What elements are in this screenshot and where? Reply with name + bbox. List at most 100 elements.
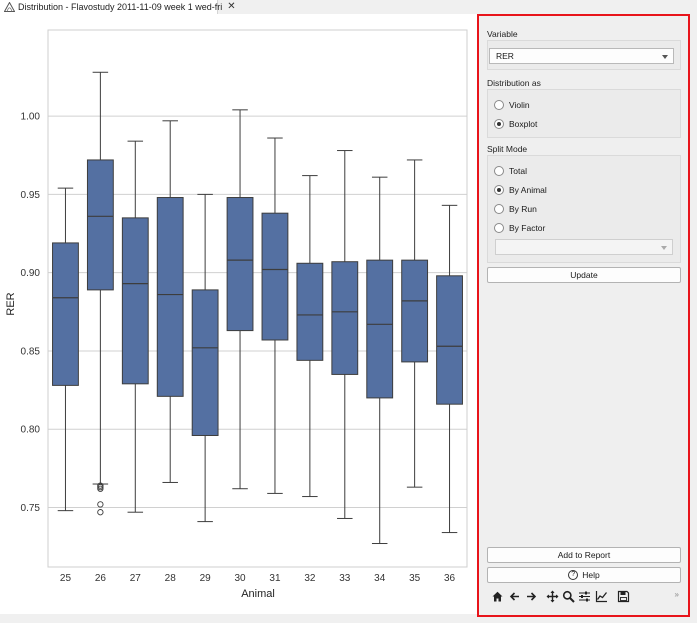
x-tick-label: 34 bbox=[374, 573, 386, 584]
box-iqr bbox=[331, 261, 359, 375]
close-icon[interactable]: ✕ bbox=[227, 1, 236, 12]
radio-by-run[interactable]: By Run bbox=[494, 203, 537, 215]
tab-bar: Distribution - Flavostudy 2011-11-09 wee… bbox=[0, 0, 697, 14]
zoom-icon[interactable] bbox=[562, 590, 575, 603]
radio-violin[interactable]: Violin bbox=[494, 99, 530, 111]
radio-total[interactable]: Total bbox=[494, 165, 527, 177]
back-arrow-icon[interactable] bbox=[508, 590, 521, 603]
configure-subplots-icon[interactable] bbox=[578, 590, 591, 603]
x-tick-label: 32 bbox=[304, 573, 316, 584]
y-axis-label: RER bbox=[5, 292, 17, 315]
radio-by-factor[interactable]: By Factor bbox=[494, 222, 545, 234]
radio-by-run-indicator[interactable] bbox=[494, 204, 504, 214]
x-tick-label: 30 bbox=[234, 573, 246, 584]
tab-title: Distribution - Flavostudy 2011-11-09 wee… bbox=[18, 2, 223, 12]
chevron-down-icon bbox=[661, 246, 667, 250]
split-mode-title: Split Mode bbox=[487, 144, 528, 154]
x-tick-label: 26 bbox=[95, 573, 107, 584]
radio-violin-indicator[interactable] bbox=[494, 100, 504, 110]
radio-by-factor-label: By Factor bbox=[509, 223, 546, 233]
x-tick-label: 35 bbox=[409, 573, 421, 584]
radio-boxplot-label: Boxplot bbox=[509, 119, 538, 129]
box-iqr bbox=[401, 259, 429, 363]
toolbar-overflow-icon[interactable]: » bbox=[674, 590, 679, 599]
variable-group: RER bbox=[487, 40, 681, 70]
help-button[interactable]: ? Help bbox=[487, 567, 681, 583]
radio-total-indicator[interactable] bbox=[494, 166, 504, 176]
x-tick-labels: 25 26 27 28 29 30 31 32 33 34 35 36 bbox=[60, 573, 456, 584]
box-animal-27 bbox=[121, 140, 149, 513]
box-iqr bbox=[121, 217, 149, 385]
pan-icon[interactable] bbox=[546, 590, 559, 603]
y-tick-label: 0.80 bbox=[21, 425, 41, 436]
box-animal-34 bbox=[366, 176, 394, 545]
tab-distribution[interactable]: Distribution - Flavostudy 2011-11-09 wee… bbox=[0, 0, 236, 14]
radio-violin-label: Violin bbox=[509, 100, 530, 110]
box-iqr bbox=[52, 242, 79, 386]
x-tick-label: 36 bbox=[444, 573, 456, 584]
x-tick-label: 33 bbox=[339, 573, 351, 584]
grid-layer bbox=[48, 115, 467, 509]
control-panel: Variable RER Distribution as Violin Boxp… bbox=[477, 14, 690, 617]
factor-combo[interactable] bbox=[495, 239, 673, 255]
radio-boxplot[interactable]: Boxplot bbox=[494, 118, 537, 130]
outlier-point bbox=[97, 509, 104, 516]
box-animal-30 bbox=[226, 109, 254, 490]
distribution-group: Violin Boxplot bbox=[487, 89, 681, 138]
radio-by-animal-label: By Animal bbox=[509, 185, 547, 195]
box-animal-29 bbox=[191, 193, 219, 523]
variable-combo[interactable]: RER bbox=[489, 48, 674, 64]
forward-arrow-icon[interactable] bbox=[525, 590, 538, 603]
box-animal-25 bbox=[52, 187, 79, 512]
radio-by-animal-indicator[interactable] bbox=[494, 185, 504, 195]
distribution-title: Distribution as bbox=[487, 78, 541, 88]
x-tick-label: 29 bbox=[200, 573, 212, 584]
plot-frame bbox=[47, 29, 468, 568]
box-animal-35 bbox=[401, 159, 429, 488]
box-iqr bbox=[86, 159, 114, 291]
y-tick-label: 1.00 bbox=[21, 112, 41, 123]
save-icon[interactable] bbox=[617, 590, 630, 603]
edit-axis-icon[interactable] bbox=[595, 590, 608, 603]
update-button[interactable]: Update bbox=[487, 267, 681, 283]
y-tick-label: 0.75 bbox=[21, 503, 41, 514]
help-button-label: Help bbox=[582, 570, 600, 580]
box-animal-26 bbox=[86, 71, 114, 516]
x-tick-label: 31 bbox=[269, 573, 281, 584]
variable-title: Variable bbox=[487, 29, 518, 39]
box-iqr bbox=[156, 197, 184, 397]
box-iqr bbox=[226, 197, 254, 332]
box-iqr bbox=[366, 259, 394, 399]
box-animal-31 bbox=[261, 137, 289, 494]
plot-toolbar: » bbox=[489, 588, 681, 604]
help-icon: ? bbox=[568, 570, 579, 580]
add-to-report-button[interactable]: Add to Report bbox=[487, 547, 681, 563]
distribution-icon bbox=[3, 1, 16, 12]
radio-by-run-label: By Run bbox=[509, 204, 537, 214]
plot-area[interactable]: 0.75 0.80 0.85 0.90 0.95 1.00 25 26 27 28 29 30 31 3… bbox=[0, 14, 477, 614]
box-iqr bbox=[296, 262, 324, 361]
outlier-point bbox=[97, 485, 104, 492]
box-layer bbox=[52, 71, 463, 545]
x-tick-label: 25 bbox=[60, 573, 72, 584]
box-animal-36 bbox=[436, 204, 463, 534]
x-axis-label: Animal bbox=[241, 588, 275, 600]
boxplot-chart: 0.75 0.80 0.85 0.90 0.95 1.00 25 26 27 28 29 30 31 3… bbox=[5, 29, 468, 600]
box-animal-32 bbox=[296, 175, 324, 498]
split-mode-group: Total By Animal By Run By Factor bbox=[487, 155, 681, 263]
x-tick-label: 27 bbox=[130, 573, 142, 584]
radio-by-animal[interactable]: By Animal bbox=[494, 184, 547, 196]
y-tick-labels: 0.75 0.80 0.85 0.90 0.95 1.00 bbox=[21, 112, 41, 514]
main-content: 0.75 0.80 0.85 0.90 0.95 1.00 25 26 27 28 29 30 31 3… bbox=[0, 14, 697, 623]
x-tick-label: 28 bbox=[165, 573, 177, 584]
y-tick-label: 0.85 bbox=[21, 346, 41, 357]
chevron-down-icon bbox=[662, 55, 668, 59]
variable-combo-value: RER bbox=[496, 51, 514, 61]
y-tick-label: 0.95 bbox=[21, 190, 41, 201]
home-icon[interactable] bbox=[491, 590, 504, 603]
box-iqr bbox=[191, 289, 219, 436]
y-tick-label: 0.90 bbox=[21, 268, 41, 279]
radio-boxplot-indicator[interactable] bbox=[494, 119, 504, 129]
outlier-point bbox=[97, 501, 104, 508]
radio-by-factor-indicator[interactable] bbox=[494, 223, 504, 233]
